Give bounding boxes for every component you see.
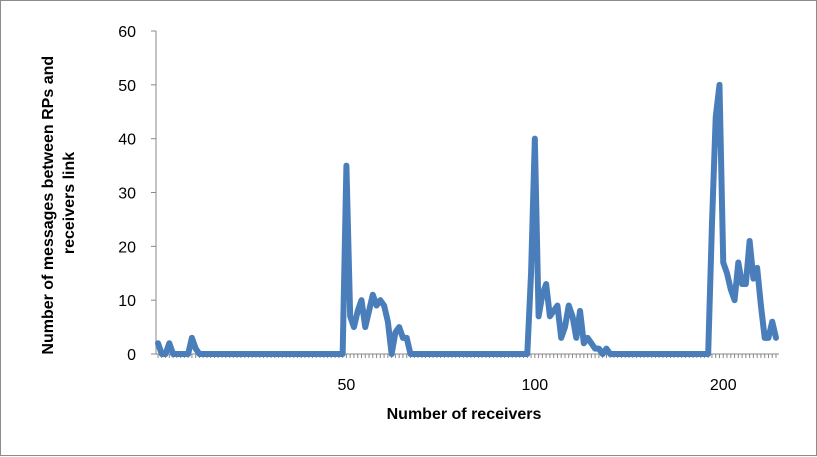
y-tick-label: 40 — [118, 132, 136, 149]
y-tick-label: 20 — [118, 239, 136, 256]
y-tick-label: 60 — [118, 24, 136, 41]
y-axis-title: Number of messages between RPs and recei… — [40, 51, 78, 354]
y-tick-label: 30 — [118, 186, 136, 203]
y-tick-label: 50 — [118, 78, 136, 95]
x-axis-title: Number of receivers — [387, 406, 542, 423]
y-axis-title-line-1: Number of messages between RPs and — [40, 56, 57, 355]
y-tick-label: 10 — [118, 293, 136, 310]
y-axis-title-line-2: receivers link — [61, 152, 78, 254]
series-line — [155, 81, 779, 357]
y-tick-label: 0 — [127, 347, 136, 364]
x-axis-ticks: 50 100 200 — [157, 354, 777, 394]
x-tick-label: 200 — [710, 377, 737, 394]
x-tick-label: 50 — [338, 377, 356, 394]
y-axis-ticks: 0 10 20 30 40 50 60 — [118, 24, 156, 364]
x-tick-label: 100 — [521, 377, 548, 394]
